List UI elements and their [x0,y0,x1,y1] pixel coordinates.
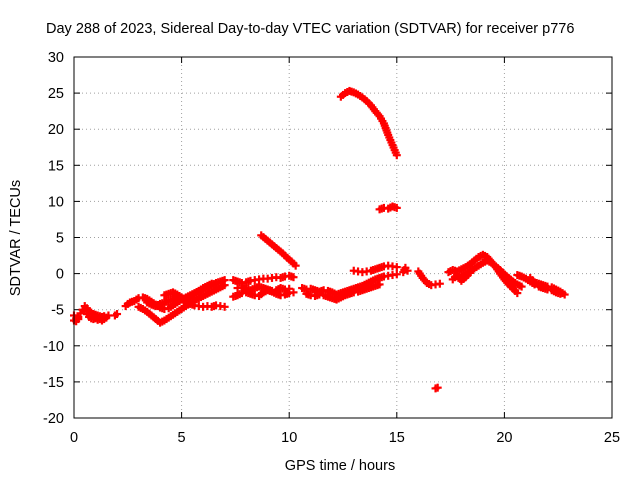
y-axis-label: SDTVAR / TECUs [8,180,24,296]
y-tick-label: 0 [56,267,64,283]
data-point [291,261,300,270]
data-point [403,266,412,275]
y-tick-labels: -20 -15 -10 -5 0 5 10 15 20 25 30 [43,50,64,427]
x-tick-label: 25 [604,430,620,446]
y-tick-label: 15 [48,158,64,174]
y-tick-label: 20 [48,122,64,138]
data-point [220,281,229,290]
data-point [207,279,216,288]
x-axis-label: GPS time / hours [285,458,395,474]
data-point [392,270,401,279]
data-point [517,282,526,291]
data-point [100,315,109,324]
data-point [392,263,401,272]
y-tick-label: -5 [51,303,64,319]
y-tick-label: -20 [43,411,64,427]
plot-frame [73,56,613,419]
x-tick-label: 5 [178,430,186,446]
x-tick-label: 15 [389,430,405,446]
chart-title: Day 288 of 2023, Sidereal Day-to-day VTE… [46,21,574,37]
grid [74,57,612,418]
y-tick-label: 25 [48,86,64,102]
y-tick-label: 30 [48,50,64,66]
data-point [375,280,384,289]
data-point [513,289,522,298]
data-point [113,310,122,319]
data-point [435,279,444,288]
y-tick-label: -15 [43,375,64,391]
data-point [465,268,474,277]
data-point [289,288,298,297]
data-point [220,302,229,311]
data-point [285,284,294,293]
x-tick-label: 10 [281,430,297,446]
data-point [392,203,401,212]
x-tick-label: 0 [70,430,78,446]
data-point [392,151,401,160]
data-point [556,289,565,298]
y-tick-label: -10 [43,339,64,355]
data-point [289,273,298,282]
y-tick-label: 10 [48,194,64,210]
x-tick-label: 20 [496,430,512,446]
data-point [433,383,442,392]
data-point [74,315,83,324]
x-tick-labels: 0 5 10 15 20 25 [70,430,620,446]
data-points [70,86,569,393]
y-tick-label: 5 [56,231,64,247]
